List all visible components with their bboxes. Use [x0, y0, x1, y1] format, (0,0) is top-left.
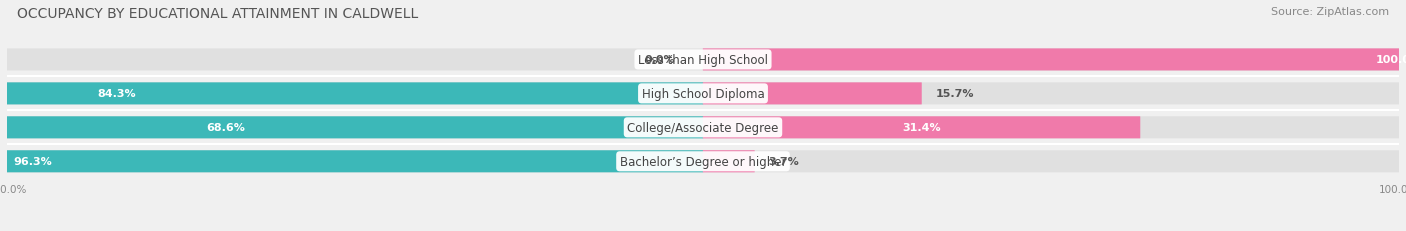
Text: College/Associate Degree: College/Associate Degree	[627, 121, 779, 134]
FancyBboxPatch shape	[703, 151, 755, 173]
Text: High School Diploma: High School Diploma	[641, 88, 765, 100]
Text: OCCUPANCY BY EDUCATIONAL ATTAINMENT IN CALDWELL: OCCUPANCY BY EDUCATIONAL ATTAINMENT IN C…	[17, 7, 418, 21]
FancyBboxPatch shape	[703, 117, 1140, 139]
Text: Bachelor’s Degree or higher: Bachelor’s Degree or higher	[620, 155, 786, 168]
Text: 100.0%: 100.0%	[1376, 55, 1406, 65]
Text: Less than High School: Less than High School	[638, 54, 768, 67]
Text: Source: ZipAtlas.com: Source: ZipAtlas.com	[1271, 7, 1389, 17]
FancyBboxPatch shape	[703, 49, 1406, 71]
Text: 0.0%: 0.0%	[644, 55, 675, 65]
FancyBboxPatch shape	[0, 117, 703, 139]
FancyBboxPatch shape	[0, 151, 703, 173]
FancyBboxPatch shape	[7, 151, 1399, 173]
Text: 84.3%: 84.3%	[97, 89, 135, 99]
FancyBboxPatch shape	[7, 49, 1399, 71]
Text: 15.7%: 15.7%	[935, 89, 974, 99]
FancyBboxPatch shape	[7, 83, 1399, 105]
FancyBboxPatch shape	[0, 83, 703, 105]
Text: 3.7%: 3.7%	[769, 157, 799, 167]
FancyBboxPatch shape	[703, 83, 922, 105]
Text: 68.6%: 68.6%	[207, 123, 245, 133]
Text: 96.3%: 96.3%	[14, 157, 52, 167]
Text: 31.4%: 31.4%	[903, 123, 941, 133]
FancyBboxPatch shape	[7, 117, 1399, 139]
